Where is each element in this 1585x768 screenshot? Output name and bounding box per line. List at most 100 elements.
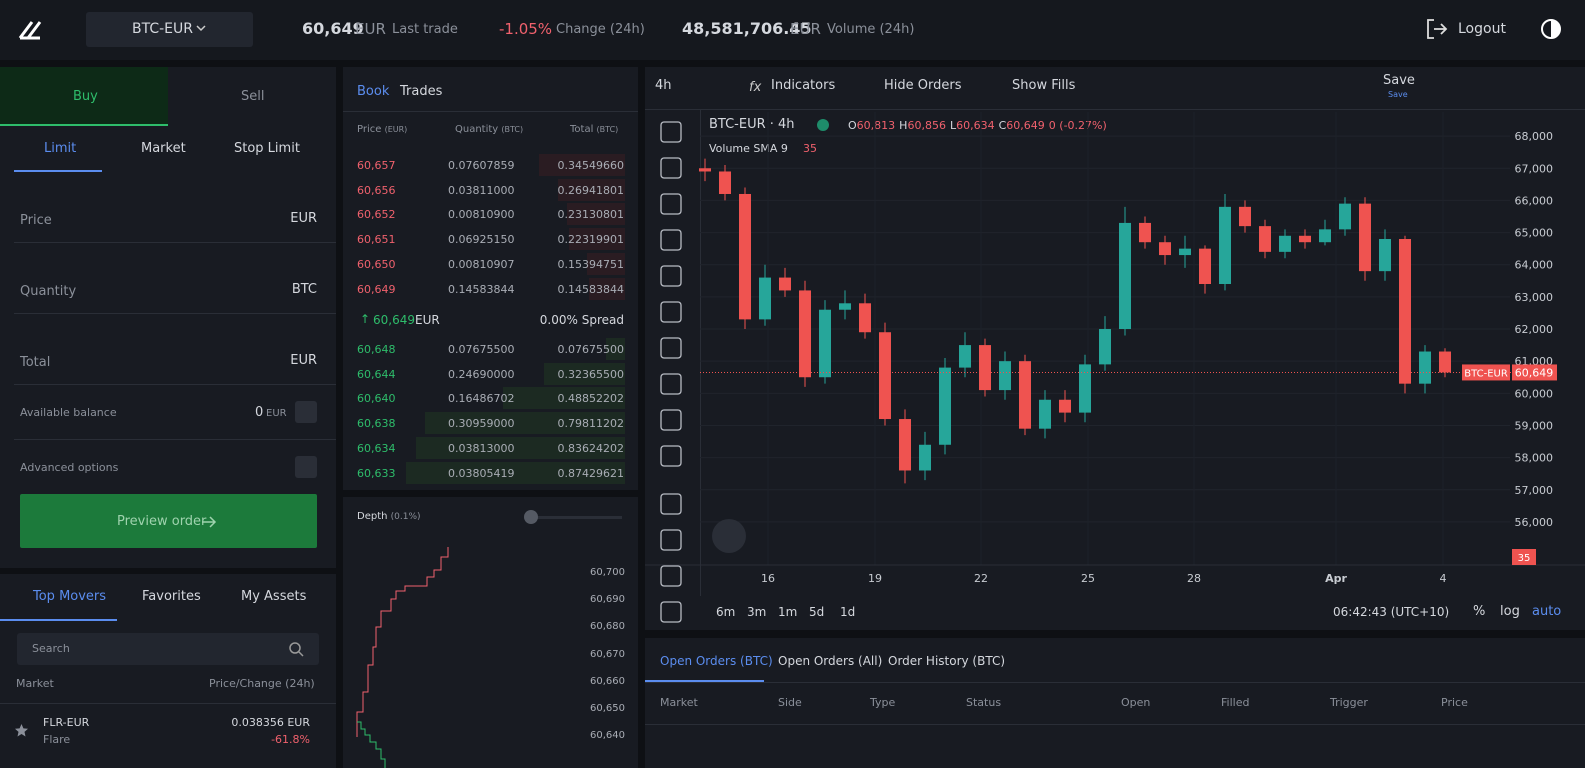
y-tick-label: 56,000 <box>1515 516 1554 529</box>
preview[interactable]: Preview order <box>117 514 207 529</box>
tool-icon <box>660 337 682 359</box>
last-price-label: 60,649 <box>1515 366 1554 379</box>
header-label: Price <box>357 124 382 135</box>
search-box[interactable] <box>17 633 319 665</box>
markets <box>0 574 336 768</box>
book-total: 0.34549660 <box>557 159 624 172</box>
orders-tab[interactable]: Open Orders (BTC) <box>660 654 773 668</box>
advanced-toggle[interactable] <box>295 456 317 478</box>
range[interactable]: 1m <box>778 605 798 619</box>
refresh[interactable] <box>295 401 317 423</box>
type-tab[interactable]: Stop Limit <box>234 141 300 156</box>
slider-knob[interactable] <box>524 510 538 524</box>
depth-tick: 60,650 <box>590 703 625 714</box>
save[interactable]: Save <box>1383 73 1415 88</box>
last-label: Last trade <box>392 22 458 37</box>
tool-icon <box>660 157 682 179</box>
hide-orders[interactable]: Hide Orders <box>884 78 962 93</box>
candle-body <box>1419 351 1431 384</box>
slider[interactable] <box>530 516 622 519</box>
field-label: Total <box>20 355 51 370</box>
candle-body <box>1179 248 1191 256</box>
depth-chart <box>356 547 449 768</box>
orders-panel <box>645 638 1585 768</box>
market-tab[interactable]: Favorites <box>142 589 201 604</box>
depth-title: Depth <box>357 511 388 522</box>
book-quantity: 0.16486702 <box>448 392 515 406</box>
range[interactable]: 1d <box>840 605 856 619</box>
star[interactable] <box>15 724 28 737</box>
buy[interactable]: Buy <box>73 89 98 104</box>
percent[interactable]: % <box>1473 604 1486 619</box>
theme-toggle[interactable] <box>1540 18 1562 40</box>
last-bg <box>1512 364 1557 381</box>
market-tab[interactable]: My Assets <box>241 589 307 604</box>
range[interactable]: 6m <box>716 605 736 619</box>
type-tab[interactable]: Limit <box>44 141 77 156</box>
candle-body <box>1279 235 1291 252</box>
type-tab[interactable]: Market <box>141 141 186 156</box>
fx-icon: fx <box>749 80 762 95</box>
show-fills[interactable]: Show Fills <box>1012 78 1076 93</box>
book-header: Total (BTC) <box>570 124 618 135</box>
market-tab[interactable]: Top Movers <box>33 589 107 604</box>
volume-unit: EUR <box>790 20 821 38</box>
mid-unit: EUR <box>415 313 440 327</box>
order-form <box>0 67 336 568</box>
x-tick-label: 22 <box>974 572 988 585</box>
column-header: Open <box>1121 696 1151 709</box>
candle-body <box>1119 222 1131 330</box>
pair-select[interactable] <box>86 12 253 47</box>
orders-tab[interactable]: Order History (BTC) <box>888 654 1006 668</box>
pair: BTC-EUR <box>132 21 193 37</box>
buy-tab[interactable] <box>0 67 168 126</box>
divider <box>700 109 701 596</box>
header-unit: (BTC) <box>501 125 524 134</box>
search[interactable]: Search <box>32 642 70 655</box>
y-tick-label: 58,000 <box>1515 452 1554 465</box>
ohlc-value: 60,634 <box>956 119 995 132</box>
header <box>0 0 1585 60</box>
book-total: 0.14583844 <box>557 282 624 296</box>
column-header: Price <box>1441 696 1468 709</box>
book-price: 60,640 <box>357 392 396 406</box>
column-header: Side <box>778 696 802 709</box>
orders-tab[interactable]: Open Orders (All) <box>778 654 883 668</box>
tv-logo <box>712 519 746 553</box>
range[interactable]: 3m <box>747 605 767 619</box>
range[interactable]: 5d <box>809 605 825 619</box>
tool-icon <box>660 493 682 515</box>
y-tick-label: 64,000 <box>1515 259 1554 272</box>
divider <box>0 703 336 704</box>
book-tab[interactable]: Book <box>357 84 390 99</box>
divider <box>14 313 336 314</box>
log[interactable]: log <box>1500 604 1520 619</box>
market-price: 0.038356 EUR <box>231 716 310 729</box>
interval[interactable]: 4h <box>655 78 672 93</box>
market-symbol: FLR-EUR <box>43 716 90 729</box>
book-price: 60,657 <box>357 159 396 172</box>
sell[interactable]: Sell <box>241 89 265 104</box>
candle-body <box>1099 329 1111 365</box>
y-tick-label: 57,000 <box>1515 484 1554 497</box>
auto[interactable]: auto <box>1532 604 1562 619</box>
book-tab[interactable]: Trades <box>400 84 443 99</box>
last-unit: EUR <box>355 20 386 38</box>
book-price: 60,638 <box>357 417 396 431</box>
logout-icon[interactable] <box>1426 18 1448 40</box>
logout[interactable]: Logout <box>1458 21 1506 37</box>
y-tick-label: 60,000 <box>1515 387 1554 400</box>
status-dot <box>817 119 829 131</box>
candle-body <box>1199 248 1211 285</box>
y-tick-label: 66,000 <box>1515 194 1554 207</box>
search-icon <box>289 642 304 657</box>
indicators[interactable]: Indicators <box>771 78 836 93</box>
ohlc-key: O <box>848 119 857 132</box>
candle-body <box>779 277 791 291</box>
book-price: 60,633 <box>357 466 396 480</box>
depth-bar <box>569 228 625 251</box>
depth-sub: (0.1%) <box>390 512 421 522</box>
svg-text:fx: fx <box>749 80 762 95</box>
depth-tick: 60,680 <box>590 621 625 633</box>
preview-button[interactable] <box>20 494 317 548</box>
